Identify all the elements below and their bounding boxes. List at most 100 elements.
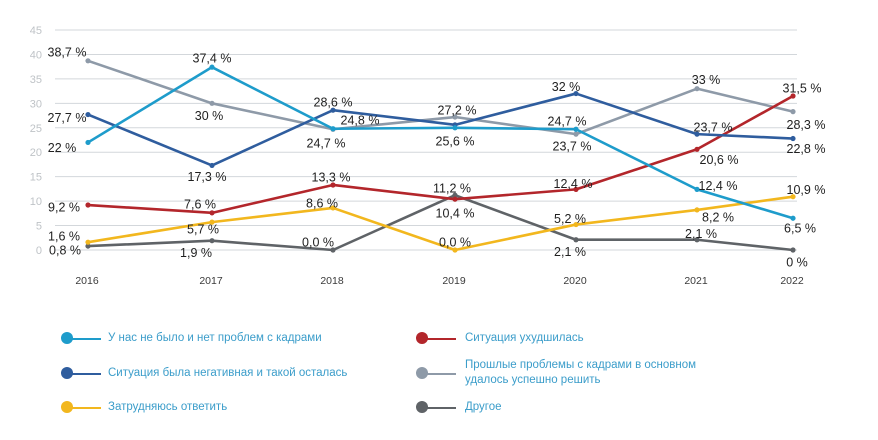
data-label: 25,6 % [436,134,475,148]
data-point [694,237,700,243]
legend-label: Другое [465,401,502,413]
legend-label: Ситуация была негативная и такой осталас… [108,367,348,379]
data-label: 8,6 % [306,196,338,210]
data-label: 10,9 % [787,183,826,197]
legend-label: Затрудняюсь ответить [108,401,228,413]
legend-swatch [416,400,456,414]
legend-swatch [61,400,101,414]
legend-dot-icon [416,367,428,379]
legend-label-line-2: удалось успешно решить [465,374,601,386]
legend-swatch [61,331,101,345]
y-tick-label: 25 [30,123,42,135]
data-label: 23,7 % [553,140,592,154]
legend-dot-icon [61,367,73,379]
data-point [790,215,796,221]
data-point [790,135,796,142]
legend-dot-icon [61,332,73,344]
series-negative-stayed [85,90,796,169]
legend-label-line-1: Прошлые проблемы с кадрами в основном [465,359,697,371]
series-worsened [85,93,796,216]
data-label: 20,6 % [700,153,739,167]
legend-label: Ситуация ухудшилась [465,332,584,344]
data-label: 2,1 % [554,245,586,259]
data-point [573,221,579,228]
legend-dot-icon [416,332,428,344]
data-label: 0,0 % [302,236,334,250]
legend-line [67,407,101,409]
data-label: 38,7 % [48,45,87,59]
data-point [452,114,458,120]
data-point [209,64,215,70]
data-label: 23,7 % [694,121,733,135]
data-label: 17,3 % [188,170,227,184]
y-tick-label: 5 [36,221,42,233]
data-label: 22 % [48,141,77,155]
data-label: 13,3 % [312,170,351,184]
data-point [573,126,579,132]
data-label: 33 % [692,73,721,87]
data-label: 31,5 % [783,82,822,96]
data-point [694,86,700,92]
data-point [85,139,91,146]
x-tick-label: 2018 [320,275,344,287]
y-tick-label: 0 [36,245,42,257]
legend-line [422,407,456,409]
legend-swatch [61,366,101,380]
x-tick-label: 2021 [684,275,708,287]
y-tick-label: 15 [30,172,42,184]
series-lines [85,58,796,253]
data-label: 22,8 % [787,142,826,156]
x-tick-label: 2019 [442,275,466,287]
data-point [694,131,700,137]
data-label: 11,2 % [433,182,471,196]
x-tick-label: 2016 [75,275,99,287]
data-point [209,238,215,244]
legend-line [67,373,101,375]
data-label: 1,9 % [180,246,212,260]
data-point [330,126,336,132]
x-tick-label: 2022 [780,275,804,287]
series-hard-to-say [85,194,796,253]
data-point [209,162,215,169]
data-point [573,131,579,137]
data-label: 24,7 % [307,137,346,151]
data-label: 30 % [195,109,224,123]
data-point [330,247,336,253]
data-point [573,186,579,192]
y-tick-label: 35 [30,74,42,86]
data-point [790,194,796,200]
data-point [209,210,215,216]
data-label: 24,8 % [341,113,380,127]
legend-swatch [416,331,456,345]
data-point [330,107,336,113]
data-point [694,186,700,192]
data-label: 28,3 % [787,118,826,132]
data-point [85,202,91,208]
series-no-problems [85,64,796,221]
series-other [85,192,796,253]
data-label: 12,4 % [699,179,738,193]
data-point [694,146,700,152]
data-point [209,219,215,225]
data-point [573,90,579,97]
data-label: 0,8 % [49,244,81,258]
data-label: 1,6 % [48,230,80,244]
data-point [452,247,458,253]
x-axis-ticks: 2016 2017 2018 2019 2020 2021 2022 [75,275,804,287]
data-point [330,182,336,188]
data-point [85,239,91,245]
data-point [85,58,91,64]
data-label: 9,2 % [48,201,80,215]
data-point [85,243,91,249]
data-label: 8,2 % [702,210,734,224]
data-label: 28,6 % [314,96,353,110]
data-label: 5,7 % [187,223,219,237]
data-label: 37,4 % [193,52,232,66]
legend-dot-icon [61,401,73,413]
data-label: 12,4 % [554,177,593,191]
data-label: 24,7 % [548,115,587,129]
y-tick-label: 30 [30,98,42,110]
legend-line [422,338,456,340]
legend-swatch [416,366,456,380]
